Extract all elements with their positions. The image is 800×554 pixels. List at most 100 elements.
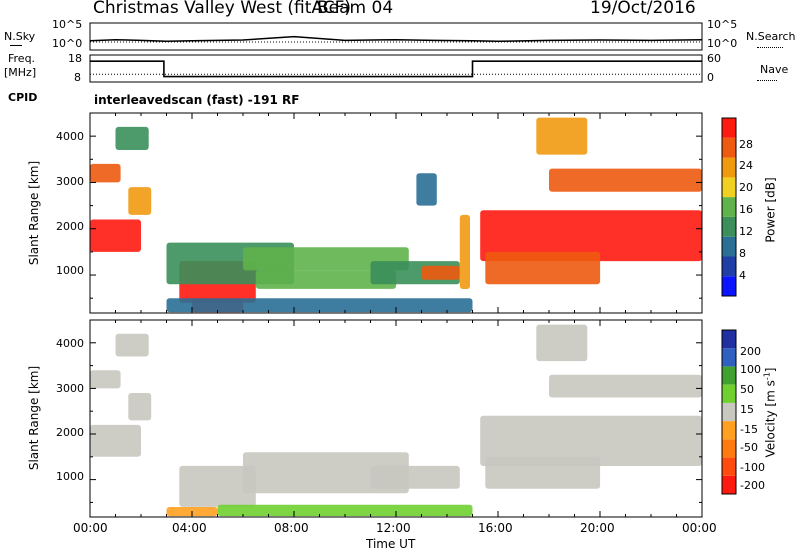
power-heatmap xyxy=(90,117,702,313)
freq-left-label-2: [MHz] xyxy=(4,66,37,79)
beam-label: Beam 04 xyxy=(317,0,394,18)
date-label: 19/Oct/2016 xyxy=(590,0,696,18)
noise-left-tick-top: 10^5 xyxy=(52,18,83,31)
vel-region-1 xyxy=(90,370,121,389)
power-ytick-3000: 3000 xyxy=(56,175,84,188)
velocity-cbar-label-close: ] xyxy=(763,367,778,373)
power-region-2 xyxy=(115,126,149,150)
freq-lines xyxy=(90,60,702,78)
power-region-10 xyxy=(421,265,460,280)
power-cbar-label: Power [dB] xyxy=(763,177,778,243)
power-region-14 xyxy=(485,251,601,285)
power-cbar-tick-24: 24 xyxy=(739,159,753,172)
vel-cbar-swatch-7 xyxy=(722,348,736,367)
freq-panel-frame xyxy=(89,54,703,83)
velocity-ytick-2000: 2000 xyxy=(56,426,84,439)
vel-cbar-tick-100: 100 xyxy=(740,363,761,376)
freq-left-tick-bottom: 8 xyxy=(74,71,81,84)
vel-cbar-tick-15: 15 xyxy=(740,403,754,416)
xtick-0000: 00:00 xyxy=(73,521,108,535)
noise-right-tick-top: 10^5 xyxy=(707,18,738,31)
vel-cbar-swatch-8 xyxy=(722,330,736,349)
xtick-1600: 16:00 xyxy=(478,521,513,535)
vel-cbar-swatch-3 xyxy=(722,421,736,440)
noise-lines xyxy=(89,35,703,43)
power-cbar-swatch-0 xyxy=(722,276,736,296)
power-colorbar xyxy=(721,117,737,297)
noise-left-dash xyxy=(10,45,22,46)
axis-ticks xyxy=(89,112,703,517)
power-cbar-swatch-7 xyxy=(722,137,736,158)
xtick-1200: 12:00 xyxy=(376,521,411,535)
vel-cbar-swatch-6 xyxy=(722,366,736,385)
vel-cbar-swatch-2 xyxy=(722,439,736,458)
noise-right-dots xyxy=(757,47,783,48)
power-cbar-swatch-4 xyxy=(722,197,736,217)
power-region-15 xyxy=(536,117,588,155)
vel-region-8 xyxy=(485,456,601,489)
power-cbar-swatch-8 xyxy=(722,118,736,138)
power-ylabel: Slant Range [km] xyxy=(27,160,42,266)
freq-left-label-1: Freq. xyxy=(8,52,36,65)
vel-cbar-swatch-0 xyxy=(722,475,736,494)
velocity-cbar-label-sup: -1 xyxy=(762,372,772,381)
power-cbar-tick-8: 8 xyxy=(739,247,746,260)
power-region-13 xyxy=(480,210,702,262)
vel-region-0 xyxy=(90,424,141,457)
freq-series-0 xyxy=(90,60,702,78)
vel-region-6 xyxy=(370,465,460,489)
xtick-2000: 20:00 xyxy=(580,521,615,535)
velocity-ytick-4000: 4000 xyxy=(56,337,84,350)
power-region-0 xyxy=(90,219,141,252)
noise-left-tick-bottom: 10^0 xyxy=(52,37,83,50)
vel-cbar-tick-200: 200 xyxy=(740,345,761,358)
vel-cbar-frame xyxy=(721,329,737,495)
power-ytick-4000: 4000 xyxy=(56,130,84,143)
vel-cbar-swatch-4 xyxy=(722,402,736,422)
vel-region-2 xyxy=(115,333,149,357)
nave-right-label: Nave xyxy=(760,63,789,76)
vel-region-4 xyxy=(179,465,256,507)
chart-title: Christmas Valley West (fitACF) xyxy=(93,0,352,18)
cpid-label: CPID xyxy=(8,91,38,104)
velocity-heatmap xyxy=(90,324,702,517)
power-cbar-swatch-5 xyxy=(722,177,736,198)
xtick-0400: 04:00 xyxy=(172,521,207,535)
power-cbar-tick-16: 16 xyxy=(739,203,753,216)
power-cbar-frame xyxy=(721,117,737,297)
vel-region-3 xyxy=(128,393,152,421)
freq-left-tick-top: 18 xyxy=(68,52,82,65)
xtick-2400: 00:00 xyxy=(682,521,717,535)
velocity-ytick-3000: 3000 xyxy=(56,382,84,395)
power-region-3 xyxy=(128,187,152,215)
nave-right-dots xyxy=(757,80,777,81)
vel-cbar-swatch-5 xyxy=(722,384,736,403)
power-region-8 xyxy=(255,270,397,289)
xlabel: Time UT xyxy=(366,537,416,551)
power-cbar-swatch-2 xyxy=(722,236,736,257)
velocity-cbar-label: Velocity [m s-1] xyxy=(762,367,778,458)
vel-region-7 xyxy=(480,415,702,466)
power-region-1 xyxy=(90,163,121,183)
velocity-cbar-label-main: Velocity [m s xyxy=(763,380,778,458)
power-region-7 xyxy=(243,247,409,271)
vel-cbar-tick-m100: -100 xyxy=(740,461,765,474)
vel-region-11 xyxy=(217,504,473,517)
vel-region-10 xyxy=(549,374,702,398)
nave-right-tick-bottom: 0 xyxy=(707,71,714,84)
noise-series-0 xyxy=(89,35,703,43)
power-cbar-tick-20: 20 xyxy=(739,181,753,194)
power-ytick-1000: 1000 xyxy=(56,264,84,277)
power-cbar-swatch-3 xyxy=(722,216,736,237)
vel-region-5 xyxy=(243,452,409,494)
velocity-ylabel: Slant Range [km] xyxy=(27,365,42,471)
power-region-16 xyxy=(549,168,702,192)
vel-cbar-tick-m15: -15 xyxy=(740,423,758,436)
cpid-text: interleavedscan (fast) -191 RF xyxy=(94,93,300,107)
noise-left-label: N.Sky xyxy=(4,30,36,43)
noise-panel-frame xyxy=(89,22,703,51)
velocity-colorbar xyxy=(721,329,737,495)
power-cbar-tick-28: 28 xyxy=(739,138,753,151)
power-cbar-swatch-6 xyxy=(722,157,736,178)
